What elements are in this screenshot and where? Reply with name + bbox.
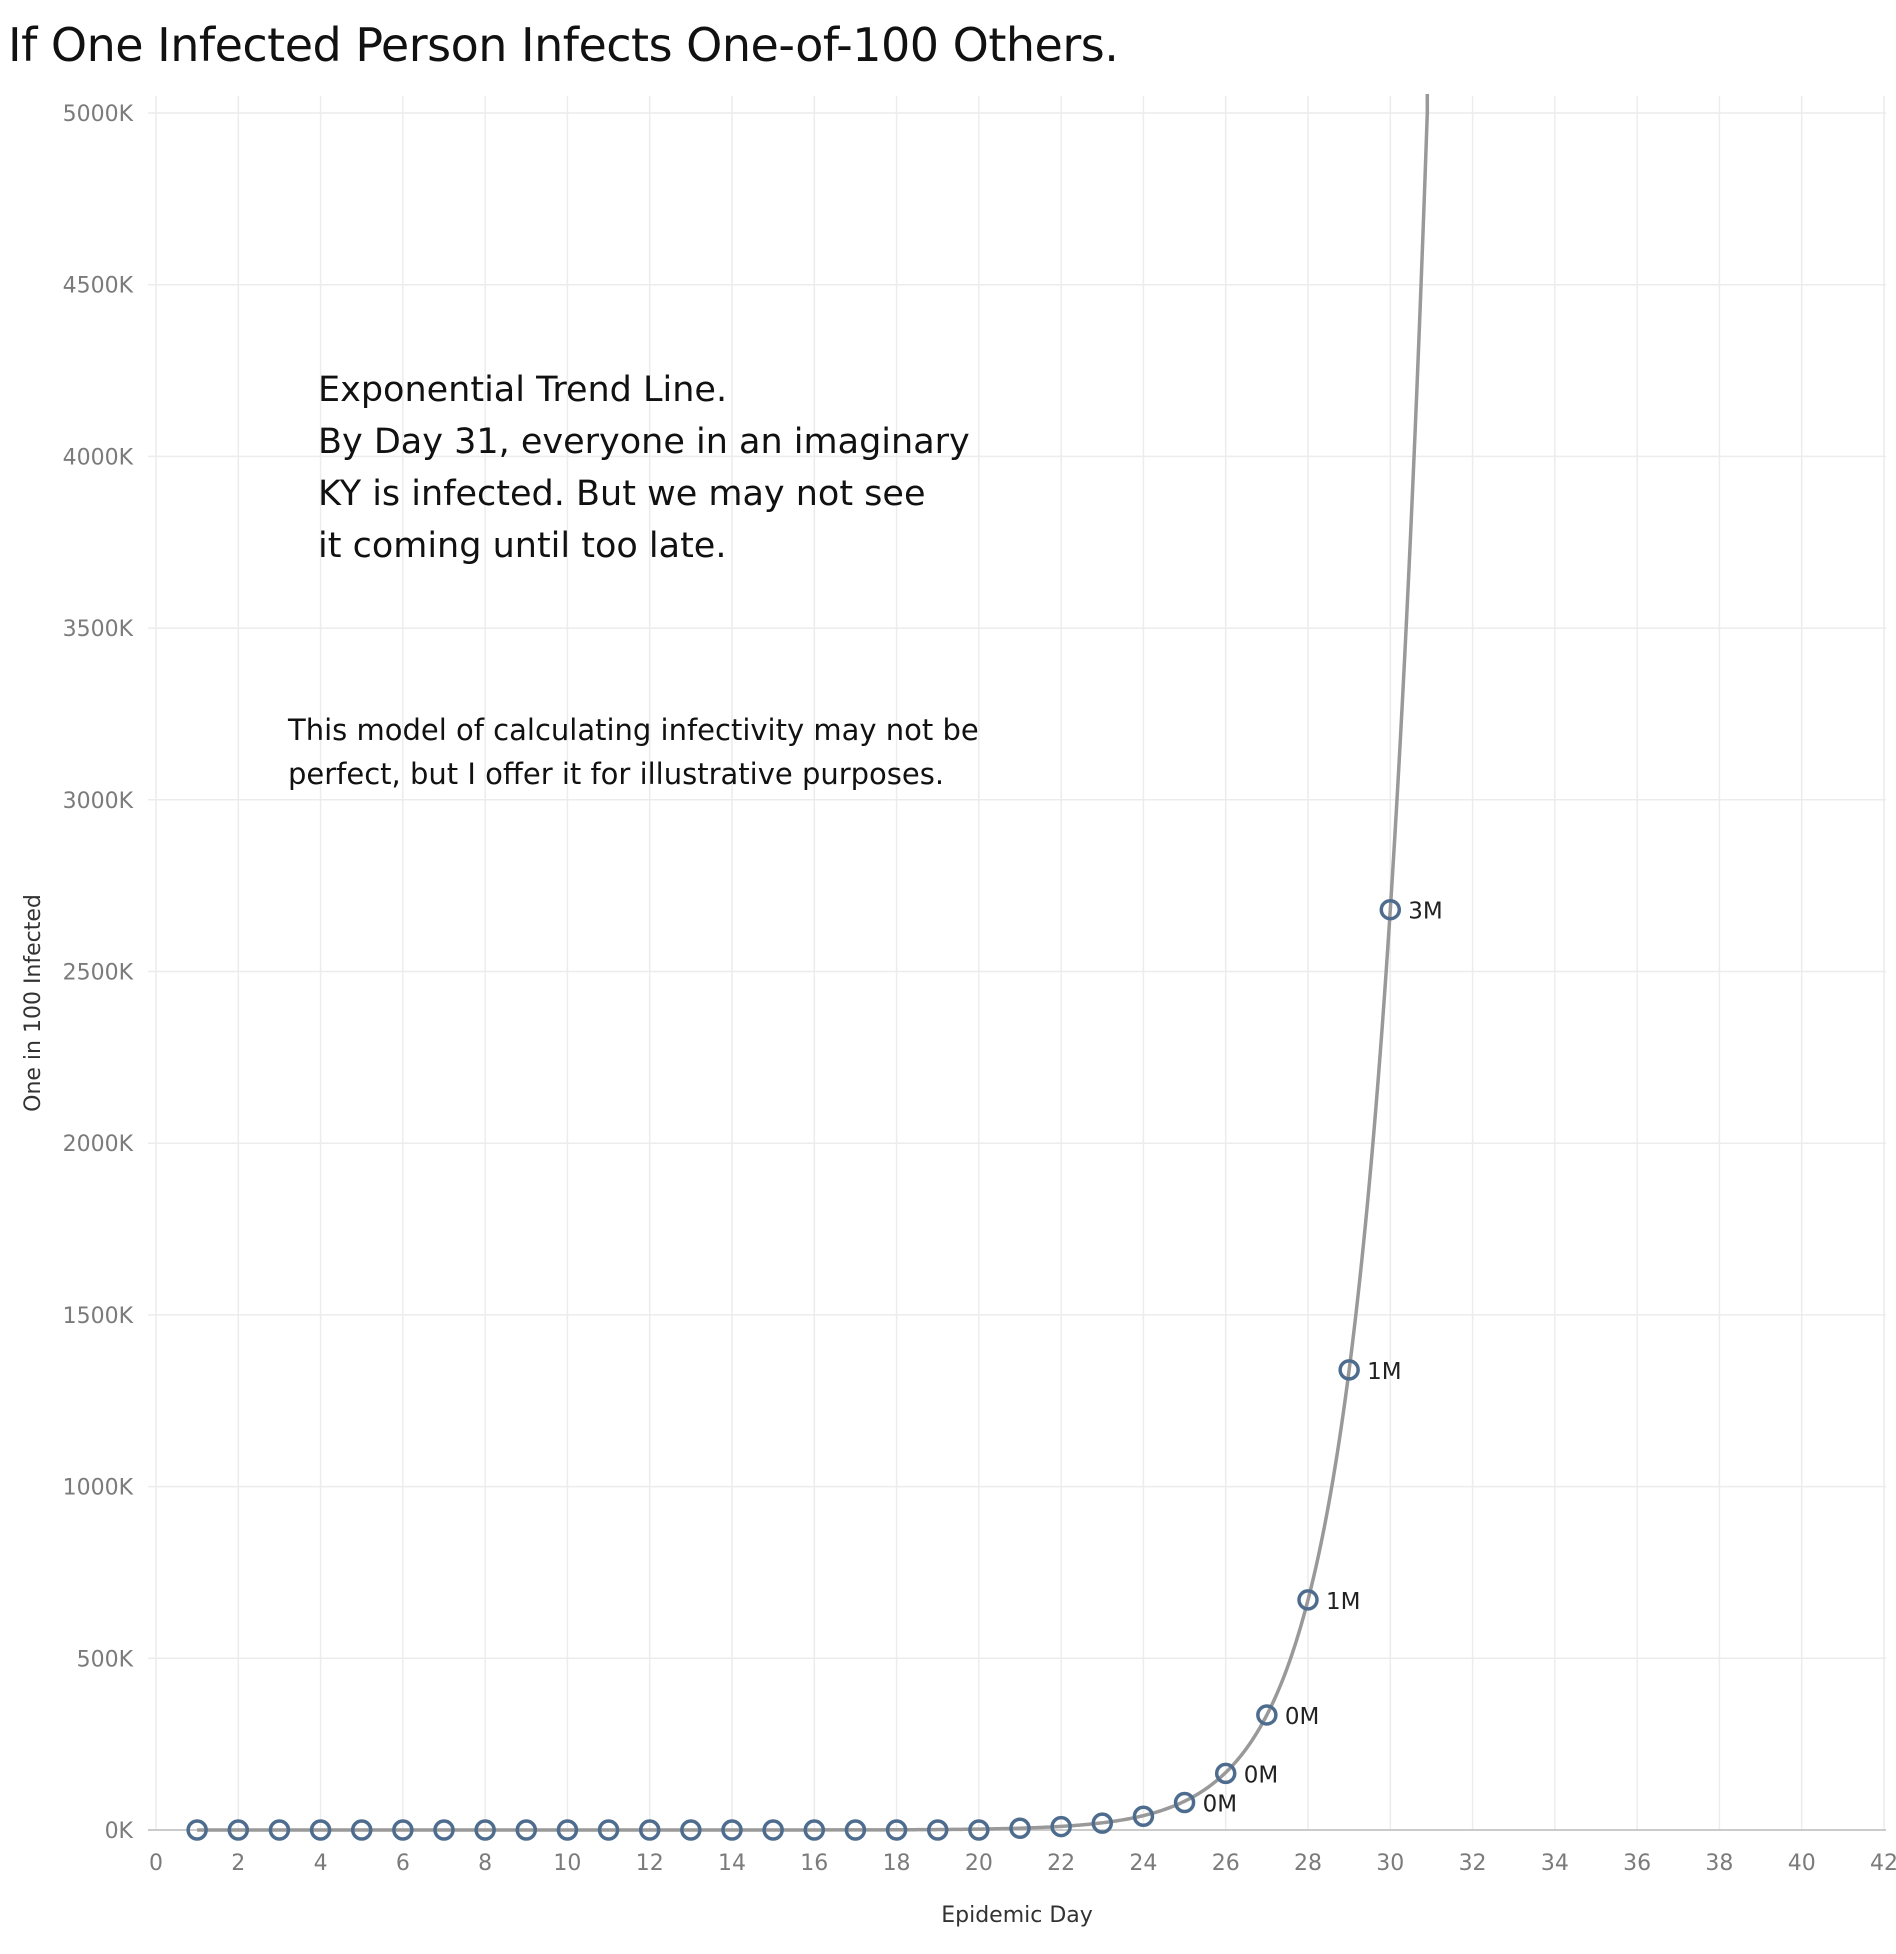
data-point	[515, 1819, 538, 1841]
annotation-line: This model of calculating infectivity ma…	[288, 713, 979, 747]
y-tick-label: 3000K	[63, 789, 134, 814]
annotation-model-note: This model of calculating infectivity ma…	[288, 708, 979, 796]
y-tick-label: 4000K	[63, 445, 134, 470]
y-tick-label: 4500K	[63, 274, 134, 299]
data-point	[392, 1819, 414, 1841]
x-tick-label: 0	[149, 1851, 163, 1876]
x-tick-label: 4	[314, 1851, 328, 1876]
x-tick-label: 26	[1212, 1851, 1240, 1876]
x-tick-label: 10	[553, 1851, 581, 1876]
annotation-line: it coming until too late.	[318, 526, 727, 566]
data-label: 0M	[1244, 1762, 1278, 1788]
data-point	[1050, 1815, 1072, 1838]
x-tick-label: 42	[1870, 1851, 1896, 1876]
data-point	[638, 1819, 661, 1841]
data-point	[844, 1819, 867, 1841]
annotation-line: Exponential Trend Line.	[318, 370, 728, 410]
x-tick-label: 38	[1705, 1851, 1733, 1876]
data-label: 1M	[1326, 1589, 1360, 1615]
data-point	[597, 1819, 620, 1841]
data-label: 0M	[1203, 1792, 1237, 1818]
data-point	[433, 1819, 455, 1841]
label-layer: 0M 0M 0M 1M 1M 3M	[1203, 899, 1443, 1818]
y-tick-label: 2500K	[63, 961, 134, 986]
x-tick-label: 18	[883, 1851, 911, 1876]
data-label: 0M	[1285, 1704, 1319, 1730]
data-point	[885, 1819, 908, 1841]
x-tick-label: 2	[231, 1851, 245, 1876]
y-tick-label: 500K	[77, 1647, 134, 1672]
data-point	[186, 1819, 208, 1841]
x-tick-label: 14	[718, 1851, 746, 1876]
data-point	[227, 1819, 250, 1841]
x-tick-label: 20	[965, 1851, 993, 1876]
data-point	[1214, 1762, 1237, 1785]
data-point	[1379, 898, 1402, 921]
x-tick-label: 36	[1623, 1851, 1651, 1876]
data-point	[474, 1819, 496, 1841]
data-point	[680, 1819, 702, 1841]
y-tick-label: 2000K	[63, 1132, 134, 1157]
data-point	[926, 1819, 949, 1841]
data-point	[803, 1819, 826, 1841]
axis-layer: 0 2 4 6 8 10 12 14 16 18 20 22 24 26 28 30 32 34 36 38 40 420…	[63, 102, 1896, 1876]
data-point	[1009, 1817, 1031, 1840]
y-axis-title: One in 100 Infected	[21, 894, 46, 1112]
data-point	[1256, 1704, 1278, 1726]
x-tick-label: 40	[1788, 1851, 1816, 1876]
data-point	[309, 1819, 332, 1841]
y-tick-label: 0K	[105, 1819, 134, 1844]
x-tick-label: 34	[1541, 1851, 1569, 1876]
exponential-trend-line	[197, 93, 1430, 1832]
data-point	[1297, 1589, 1319, 1611]
x-tick-label: 8	[478, 1851, 492, 1876]
data-point	[556, 1819, 579, 1841]
data-point	[1173, 1791, 1196, 1814]
data-label: 1M	[1367, 1359, 1401, 1385]
x-tick-label: 30	[1376, 1851, 1404, 1876]
trend-layer	[197, 93, 1430, 1832]
annotation-exponential-trend: Exponential Trend Line. By Day 31, every…	[318, 364, 970, 572]
chart-title: If One Infected Person Infects One-of-10…	[8, 18, 1119, 72]
x-axis-title: Epidemic Day	[941, 1903, 1093, 1928]
annotation-line: perfect, but I offer it for illustrative…	[288, 757, 945, 791]
data-point	[268, 1819, 291, 1841]
data-point	[721, 1819, 743, 1841]
data-point	[350, 1819, 373, 1841]
data-point	[1132, 1805, 1155, 1828]
annotation-line: KY is infected. But we may not see	[318, 474, 926, 514]
x-tick-label: 22	[1047, 1851, 1075, 1876]
y-tick-label: 1500K	[63, 1304, 134, 1329]
grid-layer	[148, 96, 1886, 1831]
data-point	[1338, 1359, 1360, 1381]
y-tick-label: 1000K	[63, 1476, 134, 1501]
x-tick-label: 24	[1129, 1851, 1157, 1876]
x-tick-label: 16	[800, 1851, 828, 1876]
data-point	[968, 1819, 990, 1841]
x-tick-label: 6	[396, 1851, 410, 1876]
x-tick-label: 32	[1459, 1851, 1487, 1876]
data-point	[762, 1819, 784, 1841]
data-label: 3M	[1408, 899, 1442, 925]
y-tick-label: 3500K	[63, 617, 134, 642]
annotation-line: By Day 31, everyone in an imaginary	[318, 422, 970, 462]
marker-layer	[186, 898, 1402, 1841]
x-tick-label: 12	[636, 1851, 664, 1876]
data-point	[1091, 1812, 1114, 1834]
x-tick-label: 28	[1294, 1851, 1322, 1876]
y-tick-label: 5000K	[63, 102, 134, 127]
